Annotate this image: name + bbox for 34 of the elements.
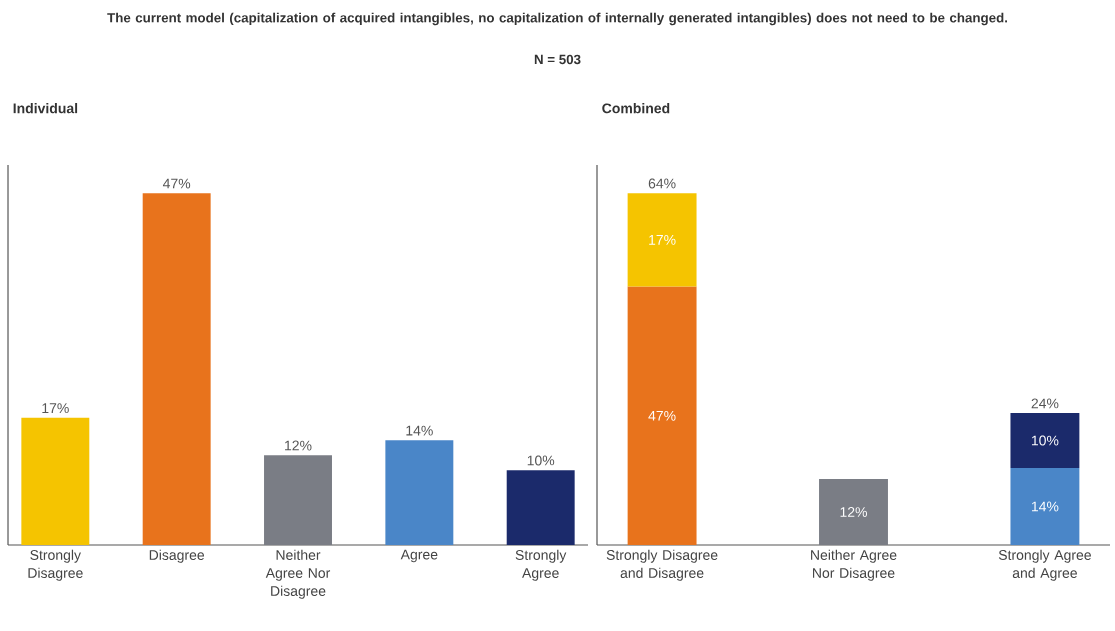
bar bbox=[627, 286, 697, 545]
data-label: 14% bbox=[1031, 501, 1059, 512]
bar bbox=[264, 455, 332, 545]
x-tick-label: Strongly Agree bbox=[515, 549, 567, 581]
data-label: 10% bbox=[527, 455, 555, 466]
x-tick-label: Neither Agree Nor Disagree bbox=[265, 549, 331, 599]
x-tick-label: Strongly Agree and Agree bbox=[998, 549, 1091, 581]
chart-title: Combined bbox=[602, 103, 670, 114]
bar bbox=[506, 470, 575, 545]
bar bbox=[1010, 413, 1080, 469]
x-tick-label: Strongly Disagree bbox=[28, 549, 83, 581]
bar bbox=[385, 440, 454, 545]
x-tick-label: Disagree bbox=[149, 549, 205, 563]
data-label: 12% bbox=[840, 507, 867, 517]
data-label: 17% bbox=[42, 403, 69, 414]
x-tick-label: Strongly Disagree and Disagree bbox=[606, 549, 718, 581]
chart-title: Individual bbox=[13, 103, 78, 114]
bar bbox=[627, 193, 697, 287]
bar bbox=[142, 193, 211, 545]
data-label: 17% bbox=[649, 234, 676, 245]
data-label: 14% bbox=[406, 425, 433, 436]
text: The current model (capitalization of acquired intangibles, no capitalization of internally generated intangibles) does not need to be changed. bbox=[107, 12, 1008, 26]
total-label: 64% bbox=[648, 178, 676, 189]
data-label: 47% bbox=[162, 178, 191, 189]
x-tick-label: Agree bbox=[400, 549, 438, 563]
bar bbox=[819, 479, 888, 545]
data-label: 10% bbox=[1031, 435, 1059, 446]
data-label: 12% bbox=[285, 440, 312, 451]
data-label: 47% bbox=[648, 410, 676, 421]
x-tick-label: Neither Agree Nor Disagree bbox=[811, 549, 897, 581]
text: N = 503 bbox=[534, 54, 581, 65]
bar bbox=[1010, 468, 1080, 545]
bar bbox=[21, 417, 90, 545]
total-label: 24% bbox=[1031, 398, 1059, 409]
